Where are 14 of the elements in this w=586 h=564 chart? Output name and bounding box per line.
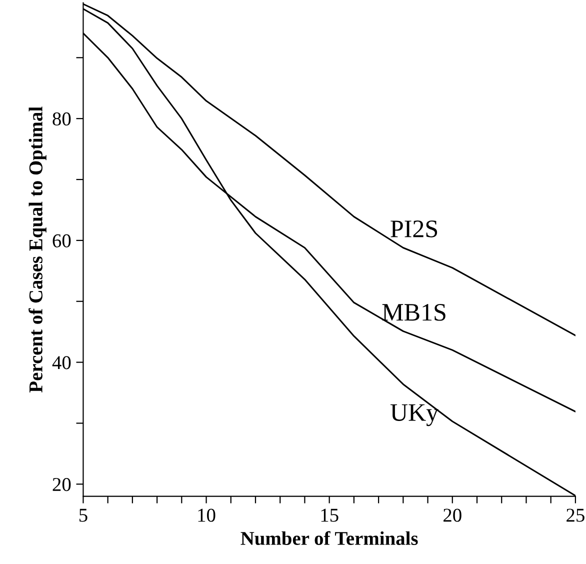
x-axis-title: Number of Terminals (240, 531, 418, 546)
x-tick-label: 25 (566, 508, 584, 522)
y-tick-label: 20 (52, 478, 71, 492)
x-tick-label: 5 (79, 508, 88, 522)
series-label: MB1S (382, 304, 446, 321)
y-tick-label: 80 (52, 112, 71, 126)
x-tick-label: 10 (198, 508, 216, 522)
series-label: PI2S (390, 220, 438, 238)
series-label: UKy (390, 404, 438, 426)
x-tick-label: 20 (444, 508, 462, 522)
y-axis-title: Percent of Cases Equal to Optimal (28, 106, 46, 392)
y-tick-label: 40 (52, 356, 71, 370)
y-tick-label: 60 (52, 234, 71, 248)
x-tick-label: 15 (321, 508, 338, 522)
